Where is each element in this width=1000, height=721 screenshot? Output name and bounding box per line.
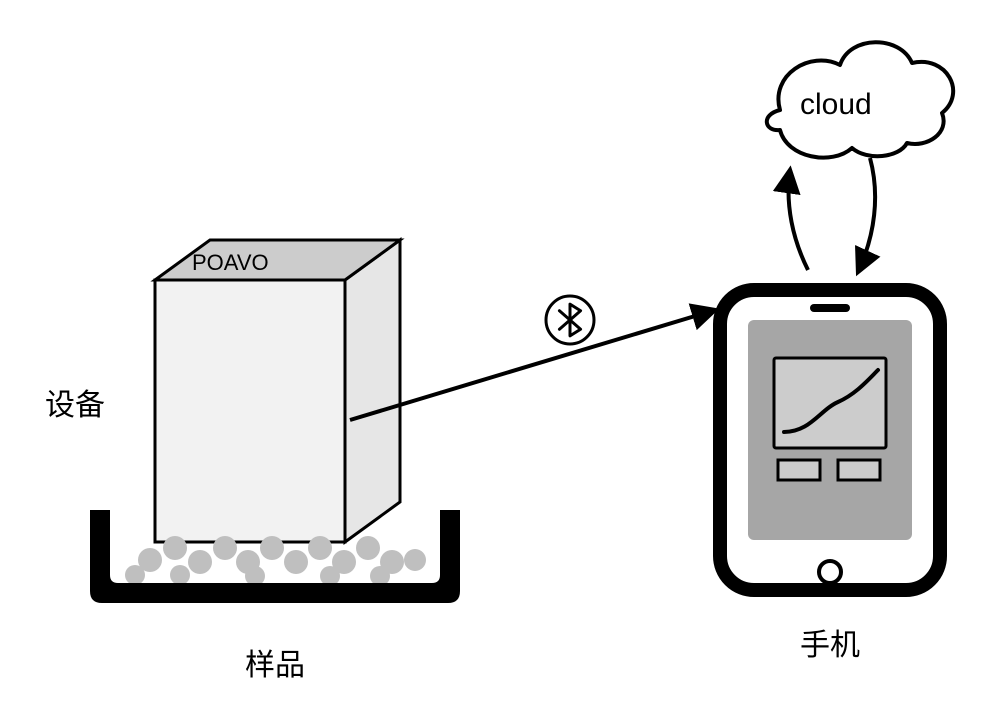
phone-label: 手机 — [800, 620, 860, 664]
phone-small-button — [838, 460, 880, 480]
sample-dot — [125, 565, 145, 585]
device-box-front — [155, 280, 345, 542]
sample-dot — [404, 549, 426, 571]
device-box-side — [345, 240, 400, 542]
device-label: 设备 — [45, 380, 105, 424]
sample-dot — [188, 550, 212, 574]
sample-dot — [284, 550, 308, 574]
sample-dot — [356, 536, 380, 560]
arrow-phone-to-cloud — [789, 170, 808, 270]
sample-dot — [170, 565, 190, 585]
arrow-cloud-to-phone — [858, 158, 875, 272]
sample-label: 样品 — [245, 640, 305, 684]
sample-dot — [308, 536, 332, 560]
phone-chart-panel — [774, 358, 886, 448]
device-brand-label: POAVO — [192, 250, 269, 276]
sample-dot — [260, 536, 284, 560]
phone-small-button — [778, 460, 820, 480]
bluetooth-arrow — [350, 310, 715, 420]
sample-dot — [213, 536, 237, 560]
sample-dot — [163, 536, 187, 560]
phone-speaker — [810, 304, 850, 312]
cloud-label: cloud — [800, 88, 872, 122]
